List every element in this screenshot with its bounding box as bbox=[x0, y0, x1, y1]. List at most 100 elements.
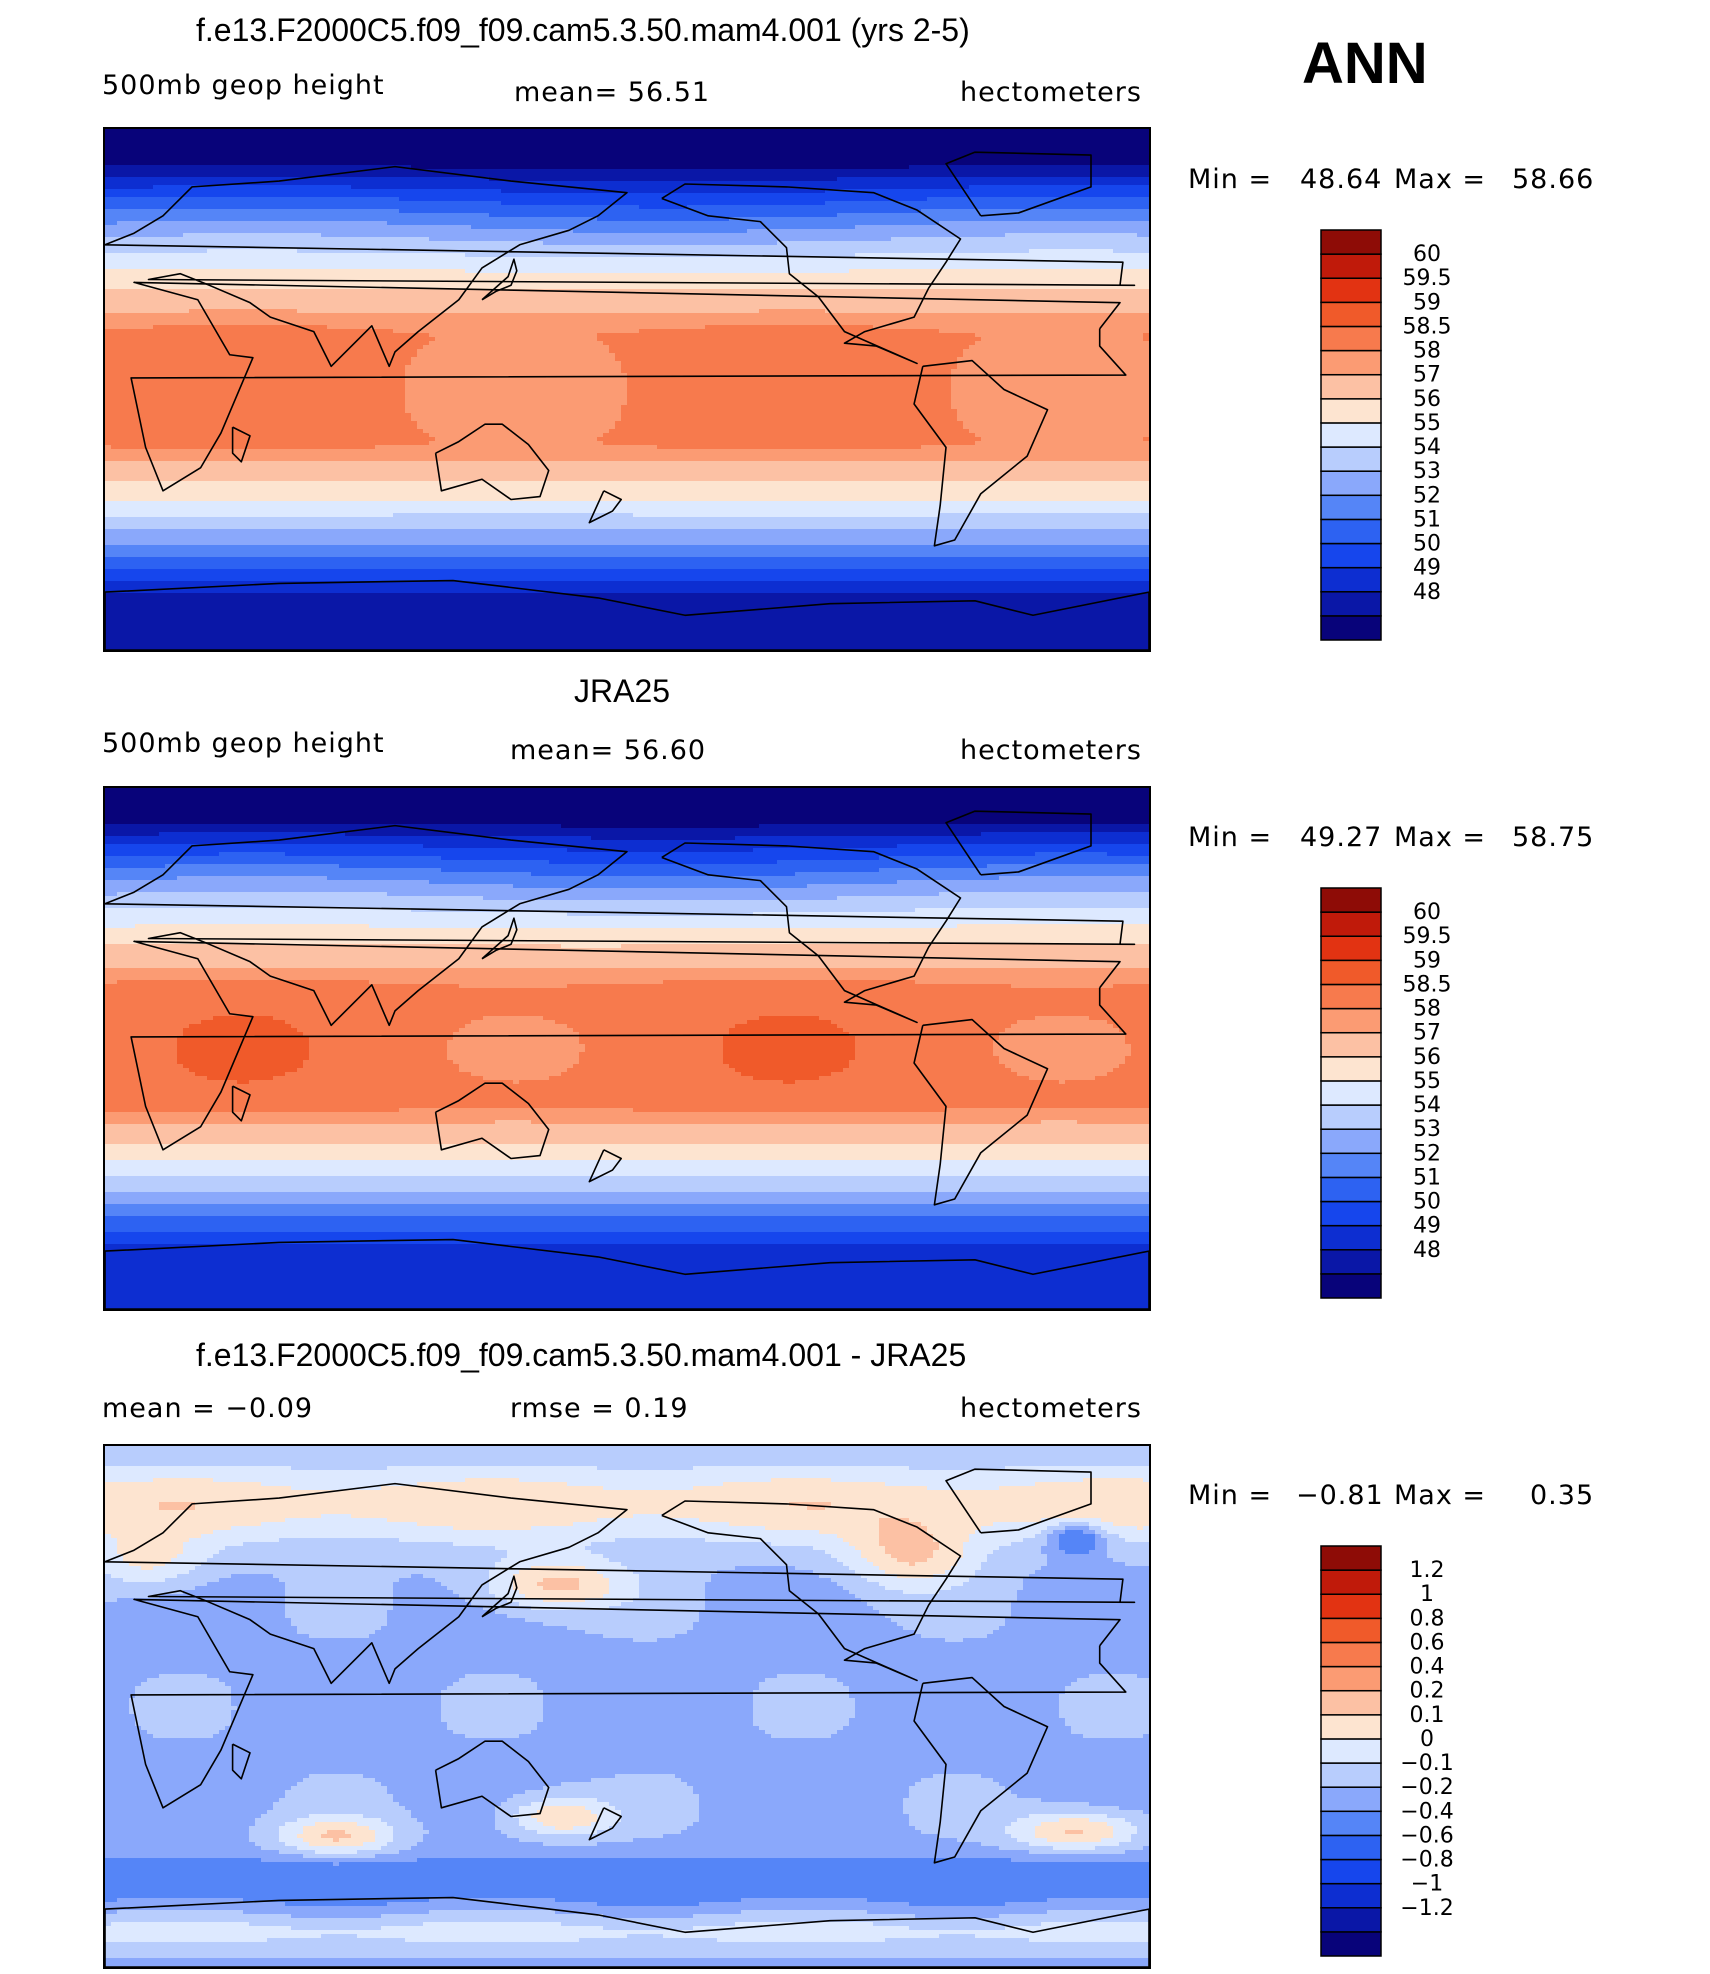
colorbar-tick-label: 60 bbox=[1413, 900, 1441, 925]
colorbar-swatch bbox=[1320, 325, 1382, 352]
colorbar-tick-label: 58 bbox=[1413, 339, 1441, 364]
coastline bbox=[434, 423, 550, 501]
colorbar-swatch bbox=[1320, 1786, 1382, 1813]
coastline bbox=[231, 1085, 251, 1122]
colorbar-swatch bbox=[1320, 446, 1382, 472]
colorbar-tick-label: 52 bbox=[1413, 483, 1441, 508]
colorbar-swatch bbox=[1320, 253, 1382, 279]
colorbar-tick-label: 56 bbox=[1413, 1045, 1441, 1070]
colorbar-tick-label: 58.5 bbox=[1403, 314, 1452, 339]
colorbar-tick-label: −0.1 bbox=[1400, 1751, 1453, 1776]
panel-1-units-label: hectometers bbox=[960, 77, 1142, 108]
colorbar-swatch bbox=[1320, 422, 1382, 448]
coastline bbox=[588, 1807, 623, 1841]
colorbar-swatch bbox=[1320, 277, 1382, 304]
colorbar-tick-label: 1 bbox=[1420, 1582, 1434, 1607]
panel-3-mean-label: mean = −0.09 bbox=[102, 1393, 314, 1424]
colorbar-tick-label: 59.5 bbox=[1403, 924, 1452, 949]
colorbar-swatch bbox=[1320, 1152, 1382, 1179]
coastline bbox=[661, 183, 962, 365]
colorbar-swatch bbox=[1320, 1665, 1382, 1692]
coastline bbox=[913, 1018, 1049, 1206]
colorbar-swatch bbox=[1320, 1176, 1382, 1203]
panel-1-max-value: 58.66 bbox=[1512, 164, 1595, 195]
panel-3-min-value: −0.81 bbox=[1296, 1480, 1384, 1511]
coastline bbox=[105, 1482, 1136, 1685]
colorbar-swatch bbox=[1320, 1007, 1382, 1034]
colorbar-tick-label: 59 bbox=[1413, 290, 1441, 315]
colorbar-swatch bbox=[1320, 1931, 1382, 1957]
colorbar-tick-label: 51 bbox=[1413, 507, 1441, 532]
panel-2-variable-label: 500mb geop height bbox=[102, 728, 385, 759]
colorbar-swatch bbox=[1320, 1104, 1382, 1130]
panel-2-map bbox=[103, 786, 1151, 1311]
panel-2-units-label: hectometers bbox=[960, 735, 1142, 766]
colorbar-swatch bbox=[1320, 1080, 1382, 1106]
colorbar-tick-label: −0.8 bbox=[1400, 1848, 1453, 1873]
panel-3-title: f.e13.F2000C5.f09_f09.cam5.3.50.mam4.001… bbox=[196, 1337, 967, 1373]
panel-1-max-label: Max = bbox=[1394, 164, 1487, 195]
colorbar-swatch bbox=[1320, 494, 1382, 521]
colorbar-tick-label: 53 bbox=[1413, 459, 1441, 484]
colorbar-tick-label: 58.5 bbox=[1403, 972, 1452, 997]
coastline bbox=[105, 165, 1136, 368]
colorbar-tick-label: 60 bbox=[1413, 242, 1441, 267]
colorbar-swatch bbox=[1320, 1569, 1382, 1595]
colorbar-swatch bbox=[1320, 1031, 1382, 1058]
coastline bbox=[231, 426, 251, 463]
coastline bbox=[661, 1500, 962, 1682]
colorbar-tick-label: 49 bbox=[1413, 1214, 1441, 1239]
panel-2-max-label: Max = bbox=[1394, 822, 1487, 853]
colorbar-swatch bbox=[1320, 1689, 1382, 1716]
colorbar-tick-label: 57 bbox=[1413, 363, 1441, 388]
colorbar-tick-label: 50 bbox=[1413, 1190, 1441, 1215]
colorbar-swatch bbox=[1320, 911, 1382, 937]
colorbar-swatch bbox=[1320, 1056, 1382, 1082]
colorbar-swatch bbox=[1320, 1714, 1382, 1740]
panel-3-map bbox=[103, 1444, 1151, 1969]
coastline bbox=[105, 1238, 1149, 1309]
coastline bbox=[434, 1082, 550, 1160]
colorbar-tick-label: 54 bbox=[1413, 1093, 1441, 1118]
coastline bbox=[105, 1896, 1149, 1967]
panel-2-max-value: 58.75 bbox=[1512, 822, 1595, 853]
coastline bbox=[945, 1468, 1092, 1534]
colorbar-swatch bbox=[1320, 373, 1382, 400]
colorbar-swatch bbox=[1320, 542, 1382, 569]
coastline bbox=[913, 359, 1049, 547]
colorbar-tick-label: 0 bbox=[1420, 1727, 1434, 1752]
panel-3-min-label: Min = bbox=[1188, 1480, 1273, 1511]
panel-1-title: f.e13.F2000C5.f09_f09.cam5.3.50.mam4.001… bbox=[196, 12, 970, 48]
colorbar-swatch bbox=[1320, 1858, 1382, 1885]
colorbar-swatch bbox=[1320, 1641, 1382, 1668]
colorbar-tick-label: 50 bbox=[1413, 532, 1441, 557]
colorbar-tick-label: 0.6 bbox=[1410, 1630, 1445, 1655]
colorbar-tick-label: 53 bbox=[1413, 1117, 1441, 1142]
colorbar-tick-label: 48 bbox=[1413, 580, 1441, 605]
colorbar-swatch bbox=[1320, 1593, 1382, 1620]
colorbar-swatch bbox=[1320, 959, 1382, 986]
colorbar-swatch bbox=[1320, 301, 1382, 328]
colorbar-tick-label: −0.6 bbox=[1400, 1823, 1453, 1848]
panel-1-variable-label: 500mb geop height bbox=[102, 70, 385, 101]
colorbar-tick-label: 49 bbox=[1413, 556, 1441, 581]
panel-1-colorbar: 60 59.5 59 58.5 58 57 56 55 54 53 52 51 50 49 48 bbox=[1320, 228, 1520, 649]
colorbar-tick-label: 1.2 bbox=[1410, 1558, 1445, 1583]
coastline bbox=[913, 1676, 1049, 1864]
coastline bbox=[130, 940, 1127, 1151]
coastline bbox=[945, 810, 1092, 876]
colorbar-tick-label: 55 bbox=[1413, 1069, 1441, 1094]
coastline bbox=[434, 1740, 550, 1818]
panel-1-min-label: Min = bbox=[1188, 164, 1273, 195]
colorbar-swatch bbox=[1320, 983, 1382, 1010]
colorbar-tick-label: 0.2 bbox=[1410, 1679, 1445, 1704]
coastline bbox=[105, 579, 1149, 650]
colorbar-tick-label: −0.2 bbox=[1400, 1775, 1453, 1800]
panel-3-units-label: hectometers bbox=[960, 1393, 1142, 1424]
colorbar-tick-label: 51 bbox=[1413, 1165, 1441, 1190]
colorbar-swatch bbox=[1320, 1545, 1382, 1571]
colorbar-tick-label: 57 bbox=[1413, 1021, 1441, 1046]
panel-2-colorbar: 60 59.5 59 58.5 58 57 56 55 54 53 52 51 50 49 48 bbox=[1320, 886, 1520, 1307]
colorbar-swatch bbox=[1320, 1128, 1382, 1155]
colorbar-tick-label: −0.4 bbox=[1400, 1799, 1453, 1824]
